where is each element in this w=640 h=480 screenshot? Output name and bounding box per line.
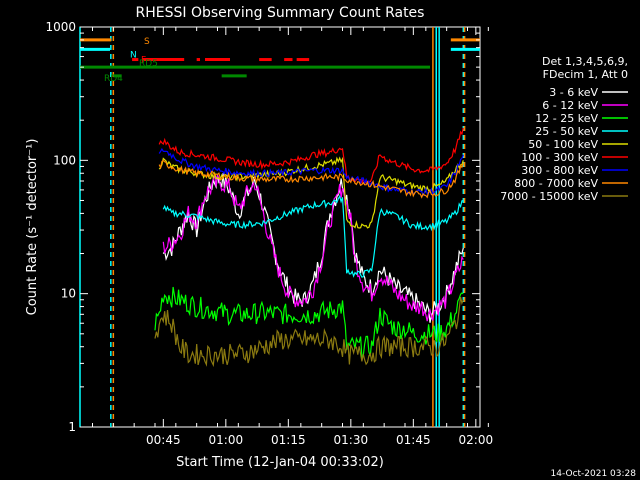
- state-bar-label-rd5: RD5: [139, 59, 158, 69]
- legend-entry-4: 25 - 50 keV: [535, 125, 598, 138]
- vertical-markers: [79, 27, 466, 427]
- series-line-3: [154, 286, 464, 360]
- x-tick-label-4: 01:45: [396, 433, 431, 447]
- legend: Det 1,3,4,5,6,9,FDecim 1, Att 0 3 - 6 keV…: [500, 55, 628, 203]
- legend-title-line-0: Det 1,3,4,5,6,9,: [542, 55, 628, 68]
- legend-entry-5: 50 - 100 keV: [528, 138, 598, 151]
- series-line-6: [158, 127, 464, 185]
- footer-timestamp: 14-Oct-2021 03:28: [551, 469, 637, 479]
- y-tick-label-2: 100: [53, 153, 76, 167]
- state-bar-label-s: S: [144, 37, 150, 47]
- legend-entry-1: 3 - 6 keV: [549, 86, 598, 99]
- legend-entry-2: 6 - 12 keV: [542, 99, 598, 112]
- x-axis: 00:45 01:00 01:15 01:30 01:45 02:00: [92, 27, 494, 447]
- legend-entry-7: 300 - 800 keV: [521, 164, 598, 177]
- plot-area: [79, 26, 481, 428]
- legend-entry-3: 12 - 25 keV: [535, 112, 598, 125]
- chart-title: RHESSI Observing Summary Count Rates: [136, 5, 425, 21]
- y-axis: 1 10 100 1000: [45, 20, 480, 434]
- state-bar-label-n: N: [130, 50, 137, 60]
- series-group: [154, 127, 464, 368]
- legend-entry-8: 800 - 7000 keV: [514, 177, 598, 190]
- y-tick-label-1: 10: [61, 287, 76, 301]
- series-line-1: [162, 173, 464, 323]
- x-tick-label-1: 01:00: [209, 433, 244, 447]
- x-tick-label-0: 00:45: [146, 433, 181, 447]
- y-tick-label-3: 1000: [45, 20, 76, 34]
- legend-entry-6: 100 - 300 keV: [521, 151, 598, 164]
- series-line-9: [154, 296, 464, 368]
- series-line-8: [158, 159, 464, 199]
- x-tick-label-3: 01:30: [334, 433, 369, 447]
- x-tick-label-2: 01:15: [271, 433, 306, 447]
- series-line-4: [162, 194, 464, 278]
- y-tick-label-0: 1: [68, 420, 76, 434]
- state-bar-label-rd4: RD4: [104, 74, 123, 84]
- state-bar-label-f: F: [141, 56, 146, 66]
- x-tick-label-5: 02:00: [459, 433, 494, 447]
- x-axis-label: Start Time (12-Jan-04 00:33:02): [176, 455, 384, 470]
- legend-title-line-1: FDecim 1, Att 0: [543, 68, 628, 81]
- y-axis-label: Count Rate (s⁻¹ detector⁻¹): [25, 139, 40, 316]
- plot-frame: [79, 26, 481, 428]
- legend-entry-9: 7000 - 15000 keV: [500, 190, 598, 203]
